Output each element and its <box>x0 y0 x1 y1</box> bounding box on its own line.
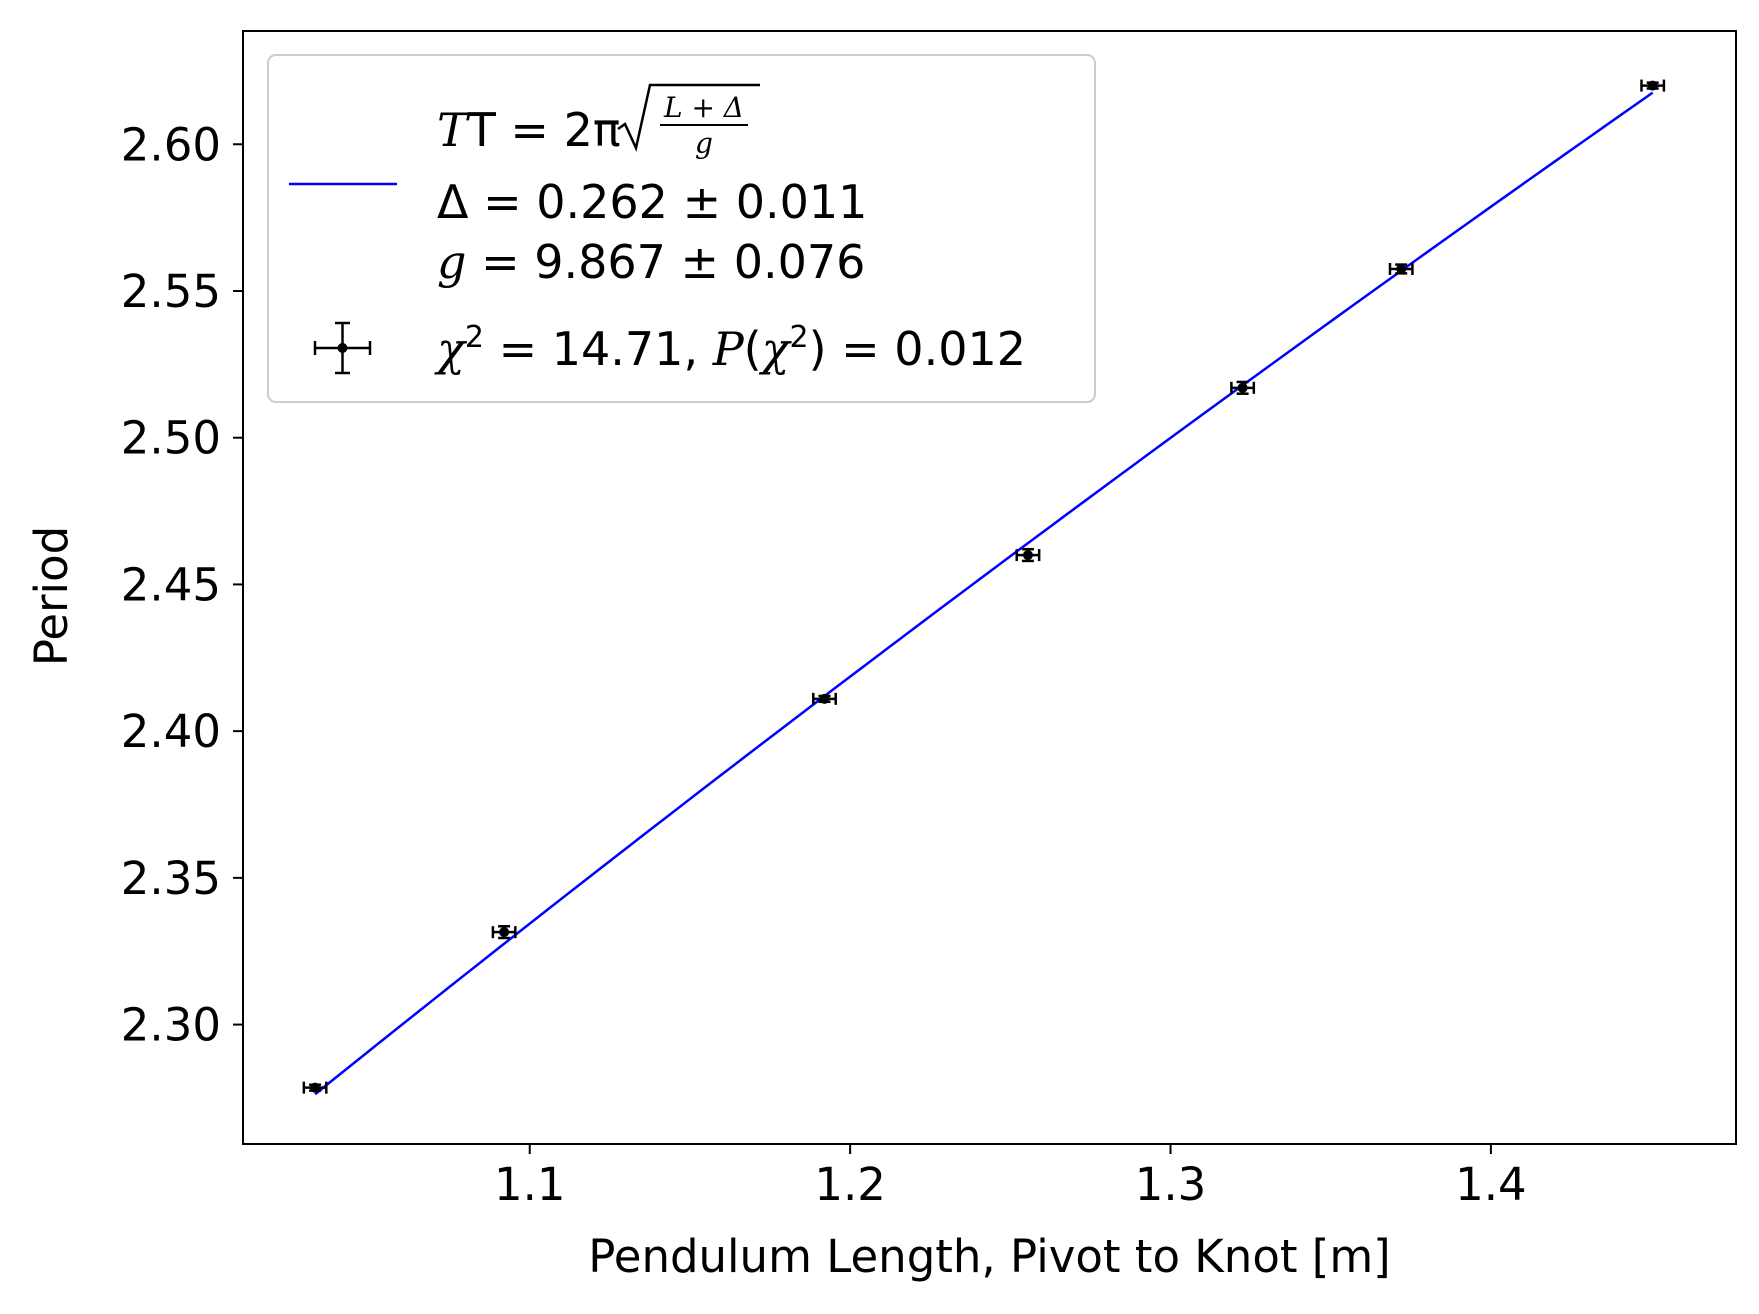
y-tick-label: 2.50 <box>121 412 221 465</box>
legend-fit-delta: Δ = 0.262 ± 0.011 <box>437 175 867 229</box>
legend-points-swatch <box>313 321 372 375</box>
legend-sqrt-sign <box>617 83 760 152</box>
plot-frame <box>242 30 1737 1145</box>
legend-chi-symbol: χ <box>434 322 468 376</box>
legend-fit-g-value: = 9.867 ± 0.076 <box>466 235 865 289</box>
legend-fit-fraction-denominator: g <box>695 127 713 160</box>
data-point <box>1640 79 1666 92</box>
legend-chi-superscript: 2 <box>465 320 484 355</box>
y-tick-label: 2.45 <box>121 558 221 611</box>
legend-fit-g: g = 9.867 ± 0.076 <box>437 235 865 289</box>
data-point <box>812 692 837 705</box>
point-marker <box>499 927 510 938</box>
legend-p-symbol: P <box>712 322 745 376</box>
legend-fit-g-var: g <box>437 235 466 289</box>
legend-points-label: χ2 = 14.71, P(χ2) = 0.012 <box>434 320 1026 376</box>
legend: TT = 2π L + Δ g Δ = 0.262 ± 0.011 g = 9.… <box>267 54 1096 403</box>
x-tick-label: 1.4 <box>1455 1158 1527 1211</box>
legend-fit-fraction-numerator: L + Δ <box>663 91 744 124</box>
legend-fit-formula: TT = 2π <box>437 103 621 157</box>
y-tick-label: 2.30 <box>121 999 221 1052</box>
data-point <box>1388 262 1414 275</box>
point-marker <box>1022 550 1033 561</box>
y-axis-ticks: 2.30 2.35 2.40 2.45 2.50 2.55 2.60 <box>121 118 243 1052</box>
x-tick-label: 1.3 <box>1135 1158 1207 1211</box>
y-tick-label: 2.55 <box>121 265 221 318</box>
legend-chi-superscript-2: 2 <box>789 320 808 355</box>
fit-curve-layer <box>314 91 1654 1096</box>
legend-chi-symbol-2: χ <box>759 322 793 376</box>
point-marker <box>1237 382 1248 393</box>
x-tick-label: 1.1 <box>494 1158 566 1211</box>
data-point <box>1230 380 1256 395</box>
legend-frame <box>267 54 1096 403</box>
data-point <box>1015 547 1041 563</box>
legend-swatch-marker <box>337 343 348 353</box>
point-marker <box>1647 80 1658 91</box>
point-marker <box>1396 263 1407 274</box>
legend-fit-formula-T: T <box>437 103 471 157</box>
legend-paren-open: ( <box>744 322 762 376</box>
legend-chi-value: = 14.71, <box>484 322 713 376</box>
x-tick-label: 1.2 <box>814 1158 886 1211</box>
data-points-layer <box>302 79 1666 1094</box>
x-axis-ticks: 1.1 1.2 1.3 1.4 <box>494 1144 1527 1211</box>
data-point <box>491 925 517 940</box>
y-tick-label: 2.40 <box>121 705 221 758</box>
legend-fit-formula-prefix: T = 2π <box>467 103 621 157</box>
legend-p-value: ) = 0.012 <box>809 322 1026 376</box>
data-point <box>302 1081 328 1094</box>
y-tick-label: 2.35 <box>121 852 221 905</box>
point-marker <box>310 1082 321 1093</box>
x-axis-title: Pendulum Length, Pivot to Knot [m] <box>588 1230 1391 1283</box>
y-axis-title: Period <box>25 526 78 666</box>
point-marker <box>819 693 830 704</box>
fit-curve <box>314 91 1654 1096</box>
y-tick-label: 2.60 <box>121 118 221 171</box>
